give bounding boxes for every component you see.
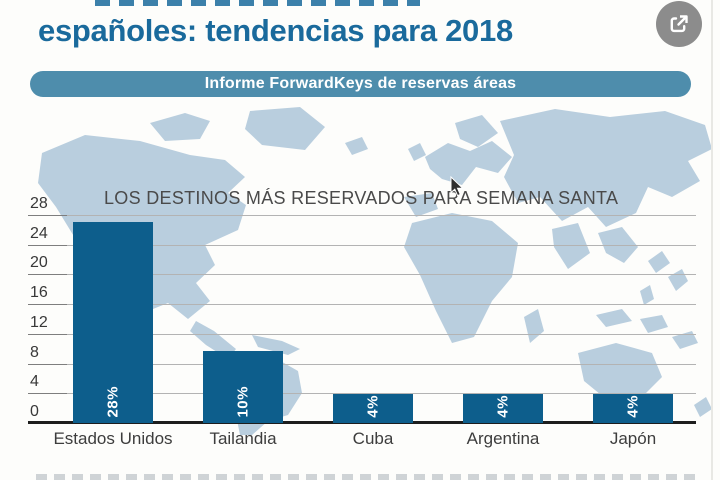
y-tick-label-24: 24 — [30, 224, 48, 242]
bar-value-label: 10% — [234, 386, 252, 418]
share-button[interactable] — [656, 1, 702, 47]
bar-value-label: 4% — [364, 395, 382, 418]
chart-title: LOS DESTINOS MÁS RESERVADOS PARA SEMANA … — [104, 188, 619, 208]
y-tick-label-16: 16 — [30, 284, 48, 302]
category-label-cuba: Cuba — [352, 429, 394, 448]
mouse-cursor — [450, 176, 464, 197]
plot-area: 0 4 8 12 16 20 24 28 28% 10% 4% 4% 4% — [28, 195, 696, 424]
cropped-headline-previous-line — [95, 0, 420, 6]
y-tick-label-12: 12 — [30, 313, 48, 331]
gridline-20 — [28, 274, 696, 276]
y-tick-label-0: 0 — [30, 403, 39, 420]
gridline-28 — [28, 215, 696, 216]
report-banner-label: Informe ForwardKeys de reservas áreas — [204, 75, 517, 92]
page-title: españoles: tendencias para 2018 — [38, 13, 513, 48]
y-tick-label-20: 20 — [30, 254, 48, 272]
category-label-argentina: Argentina — [466, 429, 540, 448]
gridline-24 — [28, 244, 696, 246]
content-right-border — [711, 0, 713, 480]
category-label-tailandia: Tailandia — [209, 429, 277, 448]
category-label-japón: Japón — [609, 429, 657, 448]
bar-value-label: 4% — [624, 395, 642, 418]
y-tick-label-8: 8 — [30, 343, 39, 361]
bar-japón: 4% — [593, 394, 673, 423]
category-label-estados-unidos: Estados Unidos — [53, 429, 173, 448]
bar-argentina: 4% — [463, 394, 543, 423]
bar-value-label: 28% — [104, 386, 122, 418]
share-icon — [670, 15, 688, 33]
y-tick-label-28: 28 — [30, 195, 48, 212]
bar-estados-unidos: 28% — [73, 222, 153, 423]
y-tick-label-4: 4 — [30, 373, 39, 391]
gridline-8 — [28, 363, 696, 365]
gridline-4 — [28, 393, 696, 395]
bar-value-label: 4% — [494, 395, 512, 418]
bar-cuba: 4% — [333, 394, 413, 423]
gridline-16 — [28, 304, 696, 306]
category-labels: Estados Unidos Tailandia Cuba Argentina Japó… — [0, 429, 720, 453]
report-banner: Informe ForwardKeys de reservas áreas — [30, 71, 691, 97]
bar-tailandia: 10% — [203, 351, 283, 423]
cropped-paragraph-next-line — [36, 474, 700, 480]
gridline-12 — [28, 333, 696, 335]
